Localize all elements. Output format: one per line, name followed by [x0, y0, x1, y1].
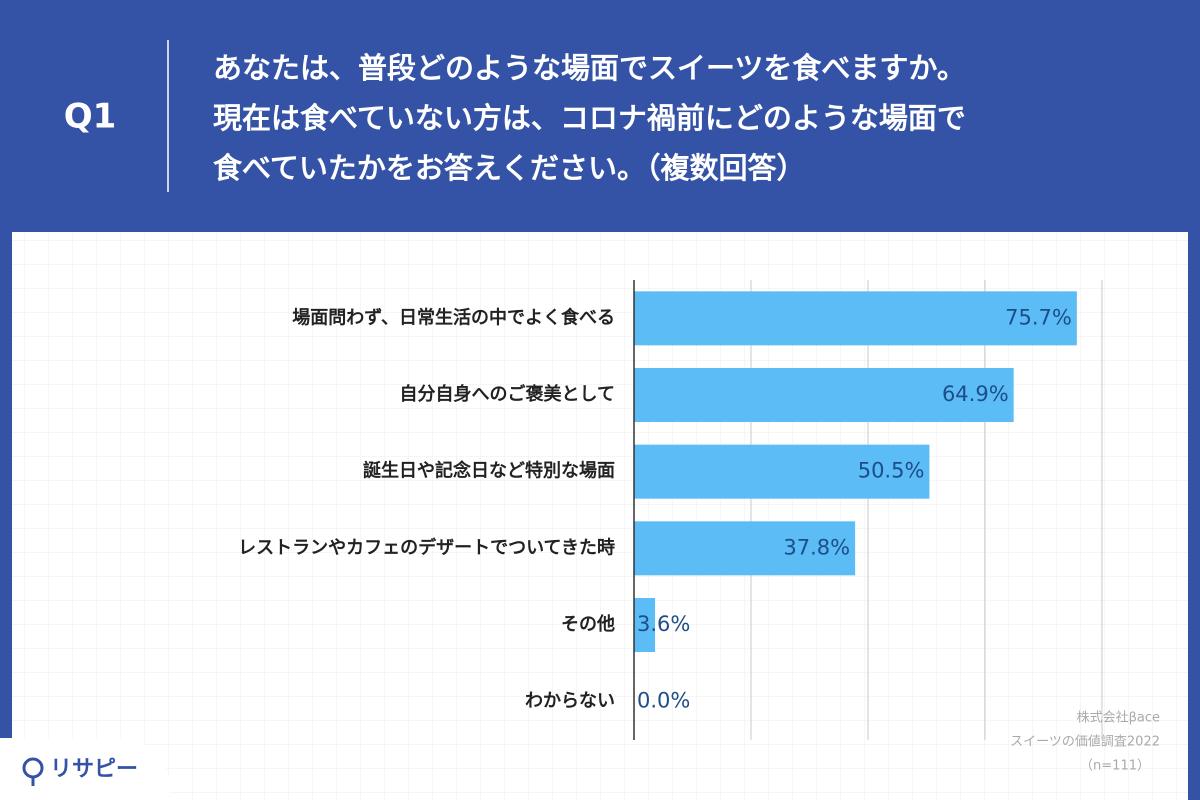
bar	[634, 521, 856, 576]
value-label: 75.7%	[1005, 305, 1072, 329]
source-note: （n=111）	[1080, 759, 1150, 774]
bar	[634, 291, 1077, 346]
category-label: その他	[561, 613, 615, 635]
question-line: 食べていたかをお答えください。（複数回答）	[213, 151, 805, 185]
question-line: あなたは、普段どのような場面でスイーツを食べますか。	[213, 51, 966, 85]
bar	[634, 598, 656, 652]
value-label: 0.0%	[637, 689, 690, 713]
category-label: 誕生日や記念日など特別な場面	[363, 460, 615, 482]
value-label: 64.9%	[942, 382, 1009, 406]
category-label: レストランやカフェのデザートでついてきた時	[238, 536, 615, 558]
value-label: 3.6%	[637, 612, 690, 636]
category-label: 場面問わず、日常生活の中でよく食べる	[292, 306, 615, 328]
bar	[634, 444, 930, 499]
category-label: わからない	[525, 691, 615, 712]
bar	[634, 368, 1014, 422]
source-note: 株式会社βace	[1077, 710, 1160, 726]
value-label: 37.8%	[783, 535, 850, 559]
plot: 場面問わず、日常生活の中でよく食べる 75.7% 自分自身へのご褒美として 64.9%…	[238, 280, 1103, 740]
value-label: 50.5%	[858, 459, 925, 483]
question-label: Q1	[64, 97, 117, 137]
category-label: 自分自身へのご褒美として	[400, 383, 615, 405]
logo: リサピー	[50, 757, 138, 782]
question-line: 現在は食べていない方は、コロナ禍前にどのような場面で	[213, 101, 966, 135]
logo-badge	[0, 738, 170, 800]
source-note: スイーツの価値調査2022	[1010, 734, 1160, 750]
